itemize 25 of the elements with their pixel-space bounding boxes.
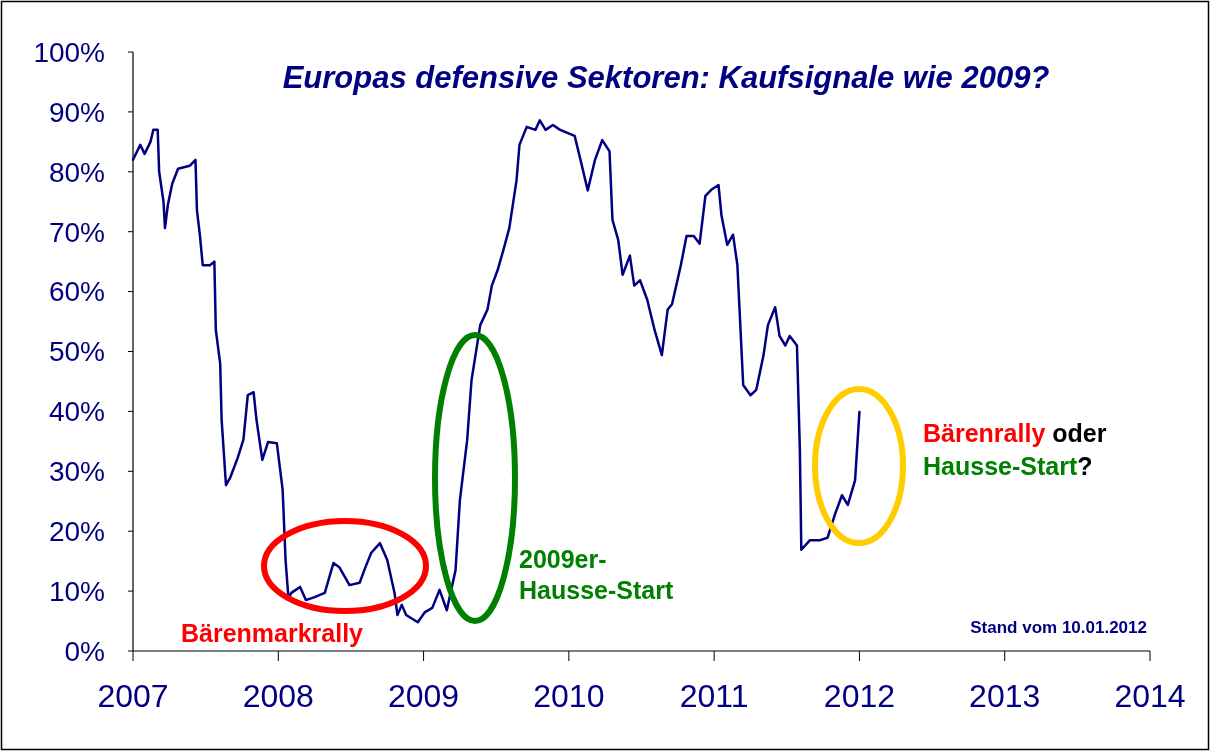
y-tick-label: 20% xyxy=(48,516,105,547)
line-series xyxy=(131,119,861,624)
x-tick-label: 2008 xyxy=(242,678,314,714)
y-tick-label: 30% xyxy=(48,456,105,488)
y-tick-label: 70% xyxy=(48,216,105,248)
y-tick-label: 90% xyxy=(48,96,105,128)
x-tick-label: 2012 xyxy=(823,678,896,714)
x-tick-label: 2009 xyxy=(387,678,460,714)
x-tick-label: 2011 xyxy=(679,678,749,714)
y-tick-label: 60% xyxy=(48,276,105,308)
x-tick-label: 2014 xyxy=(1114,678,1186,714)
y-tick-label: 100% xyxy=(33,36,105,68)
y-tick-label: 80% xyxy=(48,156,105,188)
annotation: Stand vom 10.01.2012 xyxy=(970,618,1147,637)
y-tick-label: 0% xyxy=(64,635,105,667)
chart-title: Europas defensive Sektoren: Kaufsignale wie 2009? xyxy=(282,60,1050,95)
y-tick-label: 10% xyxy=(48,575,105,607)
annotation: Bärenrally oder Hausse-Start? xyxy=(923,419,1107,480)
x-tick-label: 2007 xyxy=(97,678,169,714)
x-tick-label: 2010 xyxy=(533,678,605,714)
annotation: Bärenmarkrally xyxy=(180,619,364,647)
y-tick-label: 40% xyxy=(48,396,105,428)
y-tick-label: 50% xyxy=(48,336,105,368)
annotation: 2009er-Hausse-Start xyxy=(519,545,674,604)
x-tick-label: 2013 xyxy=(969,678,1041,714)
